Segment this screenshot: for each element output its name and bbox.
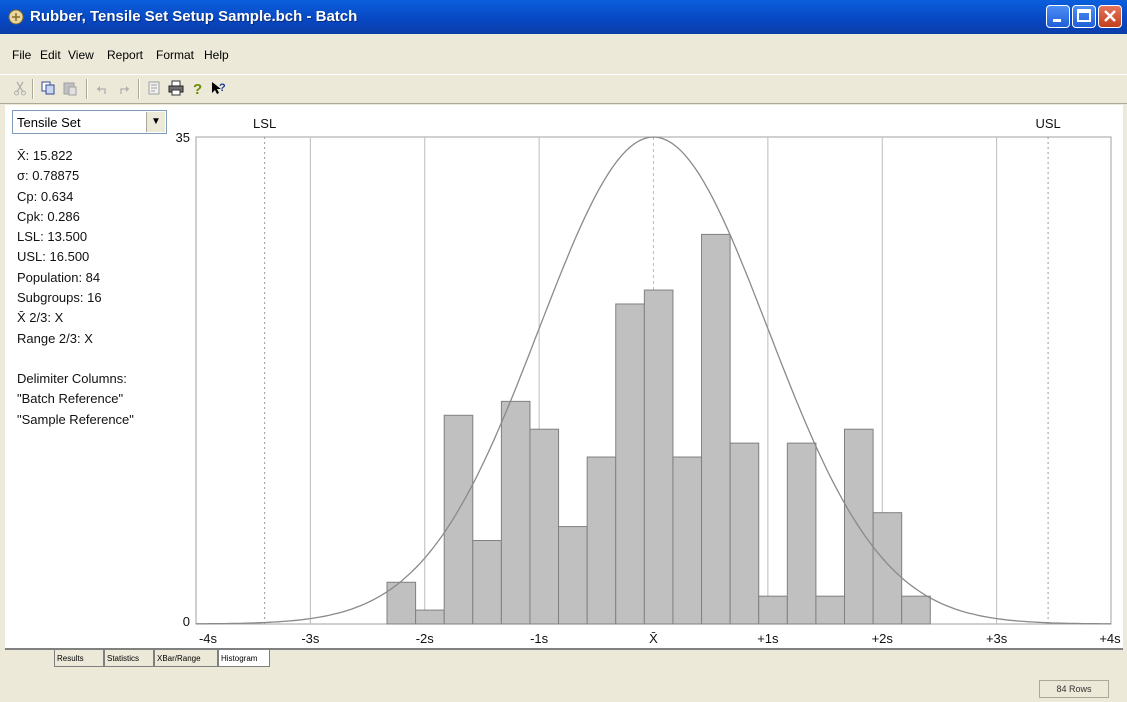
tab-xbar-range[interactable]: XBar/Range bbox=[154, 650, 218, 667]
tab-results[interactable]: Results bbox=[54, 650, 104, 667]
chevron-down-icon[interactable]: ▼ bbox=[146, 112, 165, 132]
stat-range-2-3: Range 2/3: X bbox=[17, 330, 93, 346]
stats-panel: X̄: 15.822 σ: 0.78875 Cp: 0.634 Cpk: 0.2… bbox=[17, 146, 134, 430]
close-icon bbox=[1104, 10, 1116, 22]
context-help-icon[interactable]: ? bbox=[210, 80, 226, 96]
row-count: 84 Rows bbox=[1039, 680, 1109, 698]
menu-help[interactable]: Help bbox=[204, 48, 229, 62]
delimiter-title: Delimiter Columns: bbox=[17, 370, 127, 386]
paste-icon[interactable] bbox=[62, 80, 78, 96]
svg-text:?: ? bbox=[193, 81, 202, 96]
stat-cpk: Cpk: 0.286 bbox=[17, 208, 80, 224]
tab-divider bbox=[5, 648, 1123, 650]
tab-histogram[interactable]: Histogram bbox=[218, 650, 270, 667]
undo-icon[interactable] bbox=[94, 80, 110, 96]
tab-statistics[interactable]: Statistics bbox=[104, 650, 154, 667]
maximize-button[interactable] bbox=[1072, 5, 1096, 28]
minimize-button[interactable] bbox=[1046, 5, 1070, 28]
variable-select[interactable]: Tensile Set ▼ bbox=[12, 110, 167, 134]
toolbar: ? ? bbox=[0, 74, 1127, 104]
cut-icon[interactable] bbox=[12, 80, 28, 96]
app-icon bbox=[8, 9, 24, 25]
copy-icon[interactable] bbox=[40, 80, 56, 96]
minimize-icon bbox=[1053, 19, 1061, 22]
page-icon[interactable] bbox=[146, 80, 162, 96]
title-bar: Rubber, Tensile Set Setup Sample.bch - B… bbox=[0, 0, 1127, 34]
stat-population: Population: 84 bbox=[17, 269, 101, 285]
menu-format[interactable]: Format bbox=[156, 48, 195, 62]
delimiter-sample: "Sample Reference" bbox=[17, 411, 134, 427]
maximize-icon bbox=[1077, 9, 1091, 22]
close-button[interactable] bbox=[1098, 5, 1122, 28]
redo-icon[interactable] bbox=[116, 80, 132, 96]
stat-subgroups: Subgroups: 16 bbox=[17, 290, 102, 306]
stat-mean: X̄: 15.822 bbox=[17, 148, 73, 163]
stat-cp: Cp: 0.634 bbox=[17, 188, 74, 204]
stat-lsl: LSL: 13.500 bbox=[17, 229, 88, 245]
print-icon[interactable] bbox=[168, 80, 184, 96]
help-icon[interactable]: ? bbox=[190, 80, 206, 96]
status-bar: 84 Rows bbox=[0, 672, 1127, 702]
menu-bar: File Edit View Report Format Help bbox=[0, 34, 1127, 74]
menu-edit[interactable]: Edit bbox=[40, 48, 61, 62]
menu-report[interactable]: Report bbox=[107, 48, 144, 62]
menu-file[interactable]: File bbox=[12, 48, 32, 62]
client-area bbox=[5, 105, 1123, 648]
menu-view[interactable]: View bbox=[68, 48, 94, 62]
stat-sigma: σ: 0.78875 bbox=[17, 168, 80, 184]
variable-select-value: Tensile Set bbox=[17, 115, 81, 130]
delimiter-batch: "Batch Reference" bbox=[17, 391, 124, 407]
svg-text:?: ? bbox=[219, 82, 226, 94]
stat-xbar-2-3: X̄ 2/3: X bbox=[17, 310, 64, 326]
window-title: Rubber, Tensile Set Setup Sample.bch - B… bbox=[30, 8, 358, 25]
stat-usl: USL: 16.500 bbox=[17, 249, 90, 265]
